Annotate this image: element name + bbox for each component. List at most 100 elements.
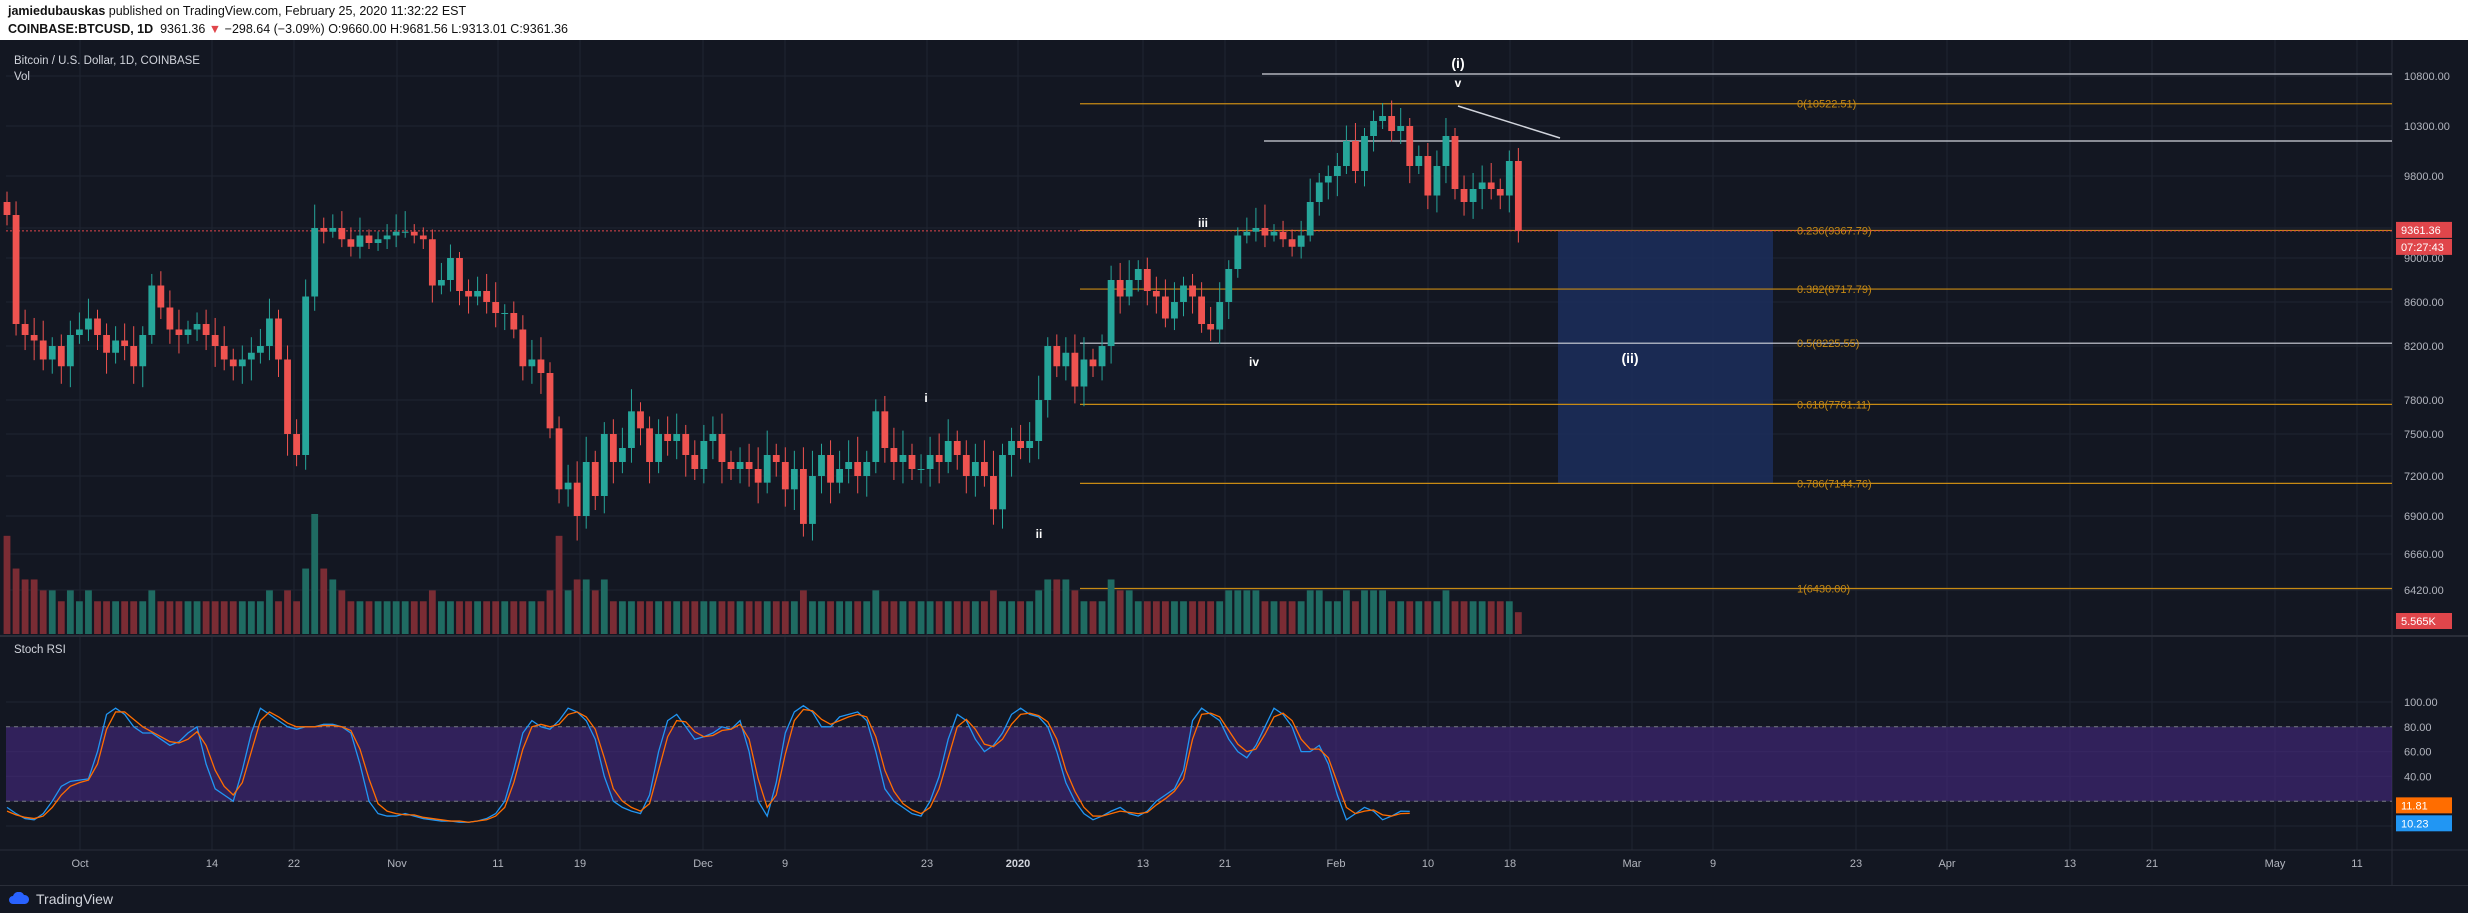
fib-label-0: 0(10522.51) [1797,99,1856,111]
volume-bar [1333,601,1341,634]
volume-bar [166,601,174,634]
time-axis-tick: Dec [693,858,713,870]
volume-bar [112,601,119,634]
candle-body [103,335,110,353]
volume-bar [266,590,273,634]
volume-bar [57,601,65,634]
volume-bar [962,601,970,634]
volume-bar [1044,579,1052,634]
volume-bar [935,601,943,634]
volume-bar [1279,601,1287,634]
candle-body [338,228,346,240]
volume-bar [1487,601,1495,634]
change-arrow-icon: ▼ [208,22,222,36]
author-name[interactable]: jamiedubauskas [8,4,106,18]
volume-bar [121,601,129,634]
wave-label: (ii) [1621,350,1638,366]
candle-body [745,462,753,469]
volume-bar [510,601,518,634]
price-axis-tick: 7800.00 [2404,395,2444,407]
volume-bar [202,601,210,634]
volume-bar [1053,579,1061,634]
volume-bar [103,601,110,634]
fib-label-0-618: 0.618(7761.11) [1797,399,1871,411]
volume-bar [1451,601,1459,634]
candle-body [1216,302,1224,330]
volume-bar [637,601,644,634]
volume-bar [320,568,328,634]
time-axis-tick: 9 [782,858,788,870]
volume-bar [1143,601,1151,634]
tradingview-logo[interactable]: TradingView [8,891,113,907]
candle-body [1306,202,1314,236]
volume-bar [944,601,952,634]
volume-bar [872,590,880,634]
time-axis-tick: Nov [387,858,407,870]
volume-bar [1343,590,1350,634]
volume-bar [619,601,626,634]
candle-body [754,469,762,483]
candle-body [1333,166,1341,176]
candle-body [474,291,481,297]
volume-bar [1370,590,1377,634]
volume-bar [781,601,789,634]
fib-label-0-786: 0.786(7144.76) [1797,478,1872,490]
volume-bar [981,601,988,634]
wave-label: i [924,391,927,405]
volume-bar [302,568,310,634]
candle-body [202,324,210,335]
candle-body [800,469,807,524]
volume-bar [492,601,500,634]
price-chart-svg[interactable]: 0(10522.51) 0.236(9367.79) 0.382(8717.79) 0… [0,40,2468,885]
volume-bar [628,601,635,634]
candle-body [121,340,129,346]
wave-label: ii [1036,527,1043,541]
volume-bar [1008,601,1015,634]
candle-body [763,455,771,483]
volume-bar [899,601,907,634]
price-axis-tick: 8600.00 [2404,297,2444,309]
candle-body [1370,121,1377,136]
volume-bar [917,601,925,634]
price-axis-tick: 7500.00 [2404,429,2444,441]
footer-bar: TradingView [0,885,2468,913]
volume-bar [1098,601,1106,634]
volume-bar [1234,590,1242,634]
volume-bar [1152,601,1160,634]
candle-body [1152,291,1160,297]
candle-body [600,434,608,496]
candle-body [139,335,147,367]
candle-body [1189,285,1196,297]
candle-body [573,482,581,516]
candle-body [890,448,898,462]
price-change: −298.64 (−3.09%) [224,22,325,36]
volume-bar [763,601,771,634]
candle-body [1243,231,1251,236]
volume-bar [1469,601,1477,634]
volume-bar [392,601,400,634]
candle-body [1270,231,1278,236]
volume-bar [419,601,427,634]
candle-body [1514,161,1522,231]
volume-bar [555,535,563,634]
volume-bar [447,601,454,634]
chart-area[interactable]: 0(10522.51) 0.236(9367.79) 0.382(8717.79) 0… [0,40,2468,885]
candle-body [772,455,780,462]
volume-bar [1478,601,1486,634]
time-axis-tick: 19 [574,858,586,870]
candle-body [953,441,961,455]
volume-bar [1017,601,1024,634]
candle-body [899,455,907,462]
candle-body [1089,359,1097,367]
candle-body [609,434,617,462]
price-axis-tick: 7200.00 [2404,471,2444,483]
candle-body [1143,269,1151,291]
candle-body [1053,346,1061,367]
volume-bar [1107,579,1115,634]
candle-body [944,441,952,462]
wave-label: iii [1198,216,1208,230]
volume-bar [745,601,753,634]
candle-body [1297,235,1305,247]
volume-bar [854,601,862,634]
candle-body [1505,161,1513,196]
